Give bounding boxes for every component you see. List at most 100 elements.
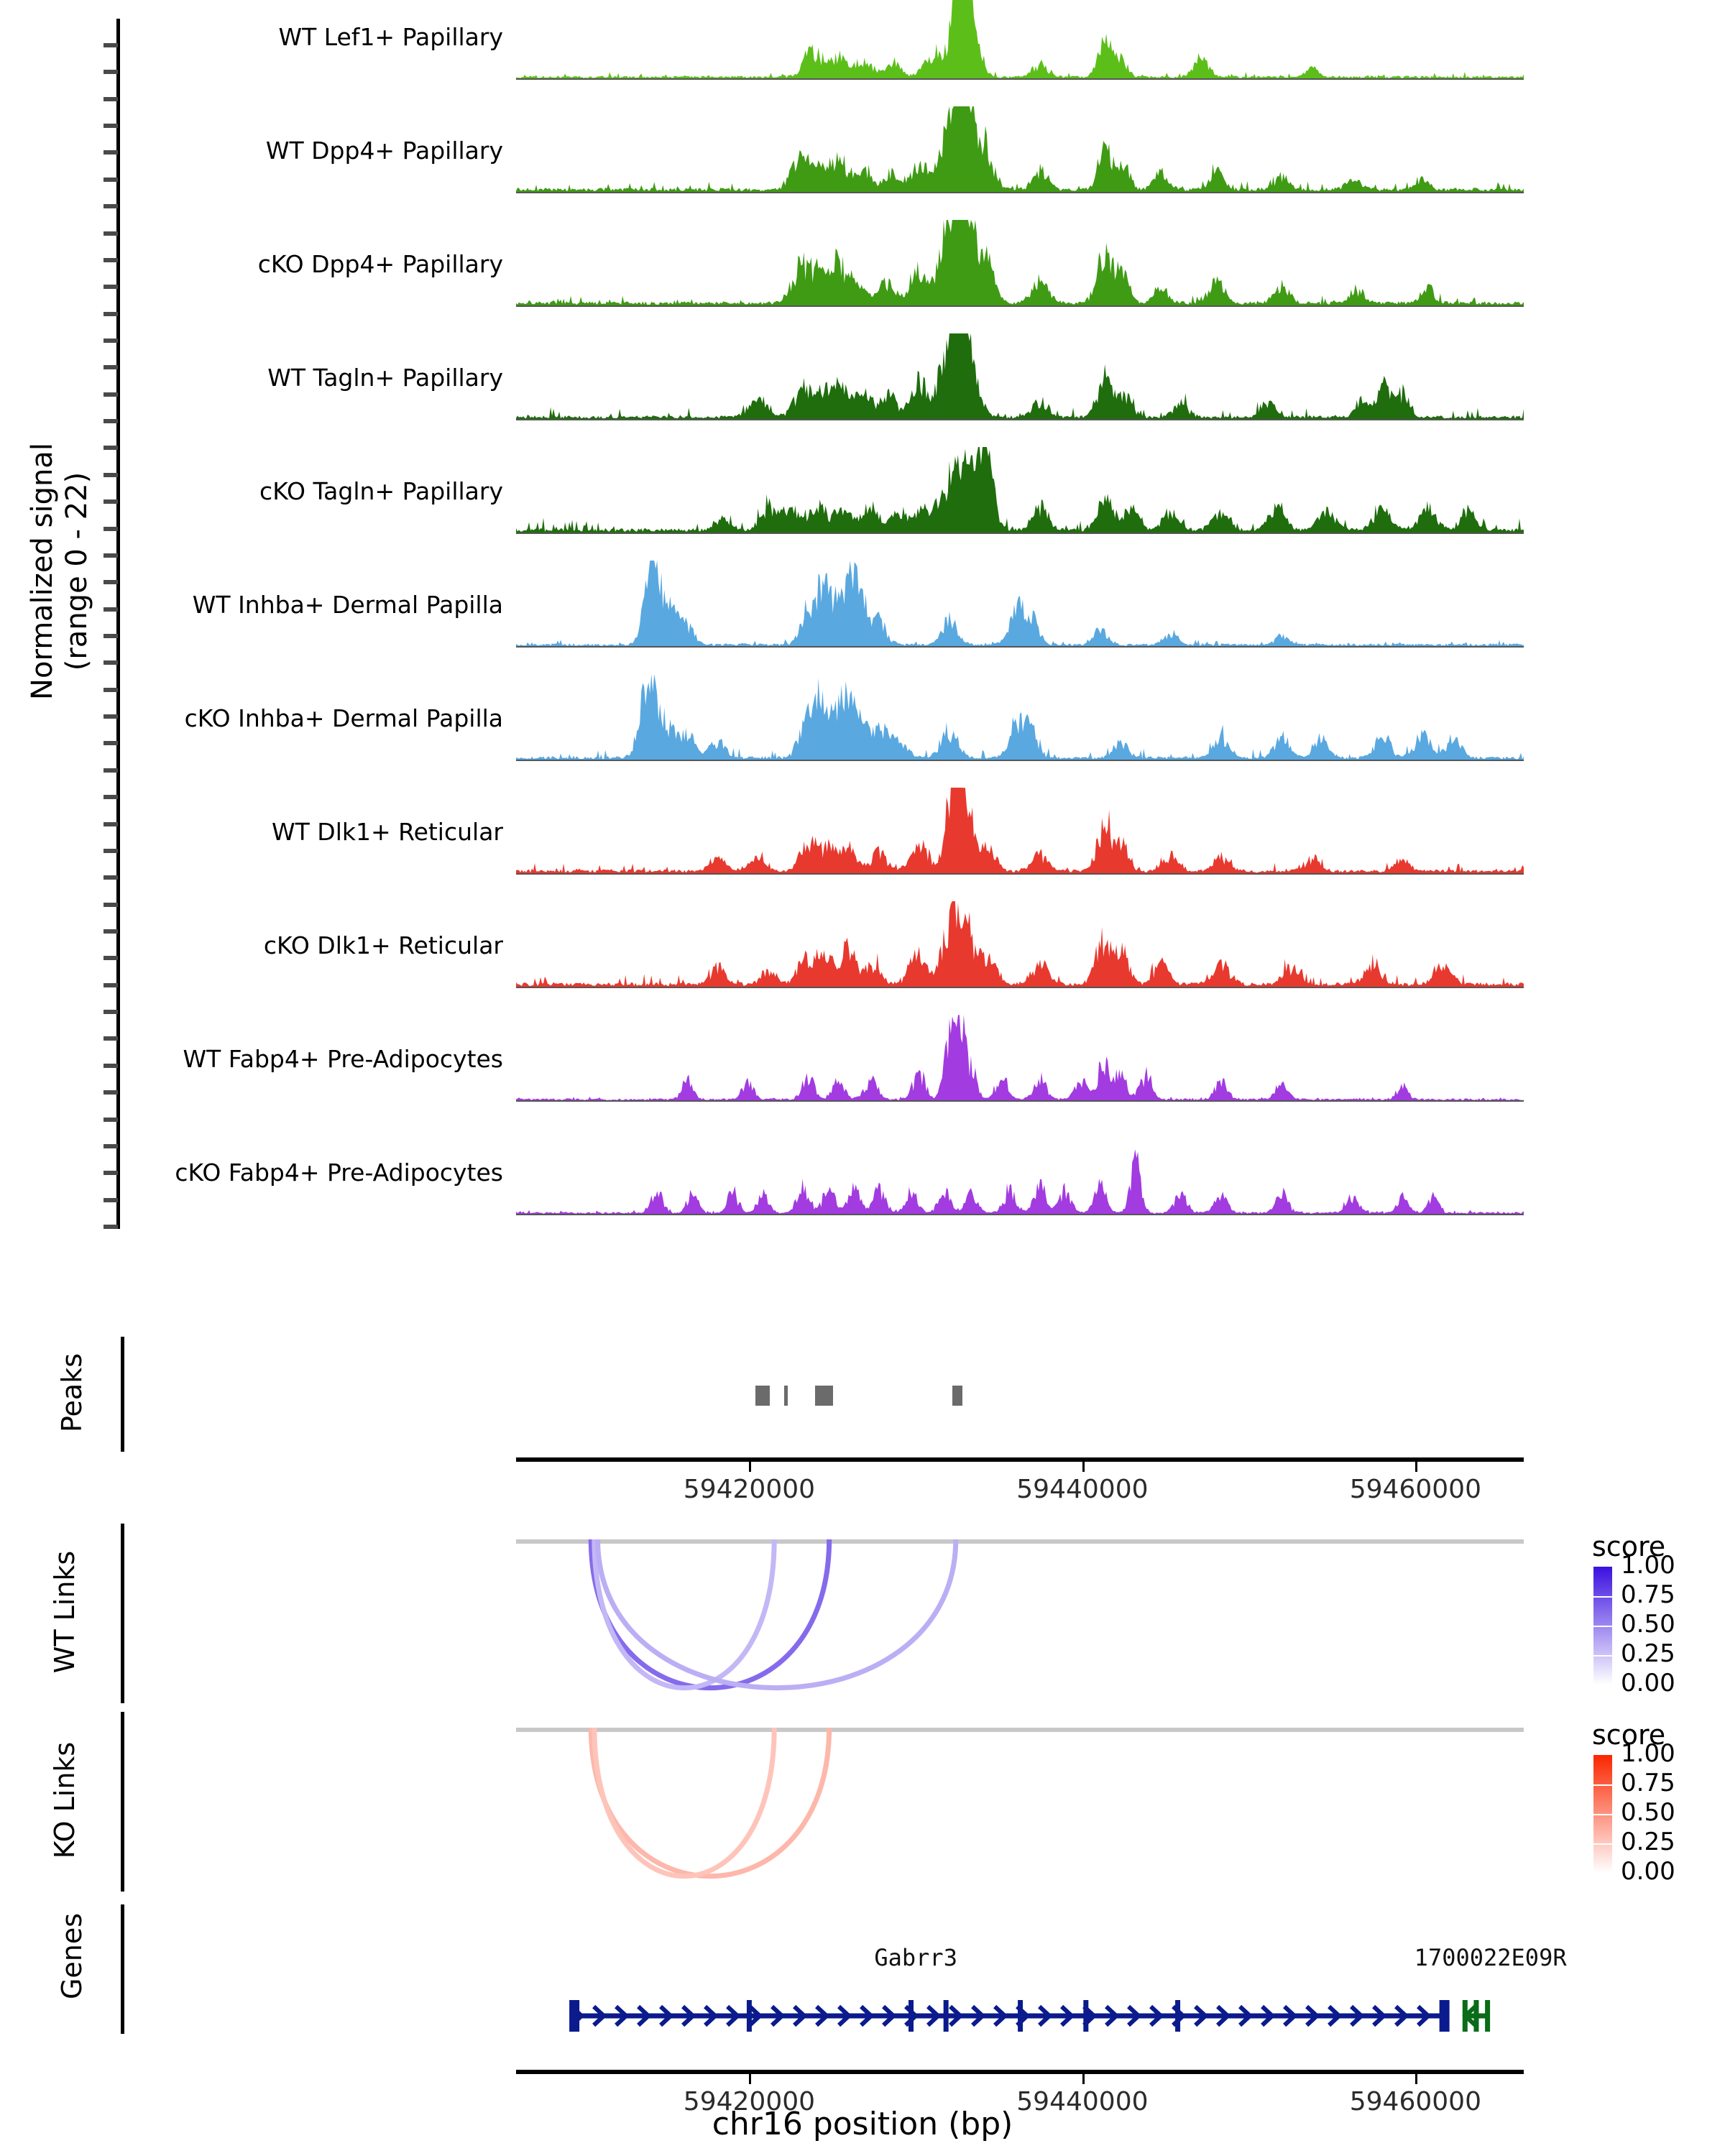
- signal-axis-tick: [104, 1063, 118, 1068]
- signal-axis-tick: [104, 446, 118, 451]
- gene-strand-arrow: [1350, 2004, 1365, 2027]
- signal-track-label-text: WT Dpp4+ Papillary: [265, 137, 503, 165]
- signal-axis-tick: [104, 982, 118, 987]
- peak-marker: [952, 1386, 963, 1406]
- gene-name-label: 1700022E09R: [1414, 1944, 1567, 1971]
- signal-track-plot: [516, 0, 1524, 80]
- gene-strand-arrow: [1038, 2004, 1053, 2027]
- signal-track-row: cKO Fabp4+ Pre-Adipocytes: [0, 1128, 1725, 1225]
- signal-axis-tick: [104, 419, 118, 424]
- signal-axis-tick: [104, 392, 118, 397]
- signal-track-row: cKO Inhba+ Dermal Papilla: [0, 674, 1725, 770]
- signal-track-row: WT Dlk1+ Reticular: [0, 788, 1725, 884]
- ko_links-baseline: [516, 1728, 1524, 1732]
- ko_links-legend-tick: [1593, 1843, 1612, 1845]
- genomic-axis-tick: [749, 1462, 752, 1472]
- wt_links-arcs: [588, 1539, 959, 1691]
- genomic-axis-line: [516, 1457, 1524, 1462]
- signal-axis-tick: [104, 499, 118, 505]
- signal-track-label: cKO Dpp4+ Papillary: [0, 250, 503, 278]
- link-arc: [592, 1727, 777, 1879]
- wt_links-baseline: [516, 1539, 1524, 1544]
- signal-track-label: WT Tagln+ Papillary: [0, 364, 503, 392]
- signal-track-label: cKO Fabp4+ Pre-Adipocytes: [0, 1158, 503, 1187]
- gene-strand-arrow: [1283, 2004, 1298, 2027]
- genes-axis-bar: [121, 1904, 124, 2034]
- signal-track-row: WT Lef1+ Papillary: [0, 0, 1725, 89]
- peaks-axis-bar: [121, 1337, 124, 1452]
- gene-strand-arrow: [815, 2004, 830, 2027]
- wt_links-legend-tick: [1593, 1626, 1612, 1627]
- signal-track-plot: [516, 674, 1524, 761]
- gene-strand-arrow: [882, 2004, 897, 2027]
- ko_links-legend-tick: [1593, 1814, 1612, 1815]
- gene-strand-arrow: [770, 2004, 786, 2027]
- gene-exon: [943, 2000, 949, 2032]
- signal-track-plot: [516, 447, 1524, 534]
- genomic-axis-tick-label: 59420000: [683, 1475, 816, 1504]
- signal-axis-tick: [104, 1171, 118, 1176]
- gene-exon: [746, 2000, 752, 2032]
- signal-track-row: cKO Tagln+ Papillary: [0, 447, 1725, 543]
- gene-exon: [1175, 2000, 1181, 2032]
- gene-exon: [1083, 2000, 1089, 2032]
- gene-strand-arrow: [704, 2004, 719, 2027]
- link-arc: [588, 1727, 832, 1879]
- link-arc: [588, 1539, 832, 1691]
- gene-exon: [1439, 2000, 1450, 2032]
- genomic-axis-line: [516, 2070, 1524, 2074]
- wt_links-legend-tick: [1593, 1655, 1612, 1657]
- signal-track-plot: [516, 106, 1524, 193]
- signal-axis-tick: [104, 231, 118, 236]
- gene-strand-arrow: [837, 2004, 852, 2027]
- signal-track-label: cKO Dlk1+ Reticular: [0, 931, 503, 959]
- signal-axis-tick: [104, 956, 118, 961]
- signal-axis-tick: [104, 365, 118, 370]
- gene-strand-arrow: [1305, 2004, 1320, 2027]
- signal-track-row: cKO Dlk1+ Reticular: [0, 901, 1725, 998]
- signal-axis-tick: [104, 338, 118, 343]
- signal-track-row: WT Tagln+ Papillary: [0, 333, 1725, 430]
- signal-track-plot: [516, 561, 1524, 648]
- signal-axis-tick: [104, 311, 118, 316]
- signal-axis-tick: [104, 768, 118, 773]
- peak-marker: [755, 1386, 770, 1406]
- signal-track-row: WT Inhba+ Dermal Papilla: [0, 561, 1725, 657]
- signal-track-plot: [516, 901, 1524, 988]
- wt_links-axis-bar: [121, 1524, 124, 1703]
- ko_links-axis-bar: [121, 1712, 124, 1892]
- signal-track-plot: [516, 1015, 1524, 1102]
- ko_links-arcs: [588, 1727, 832, 1879]
- genomic-axis-tick-label: 59440000: [1016, 2087, 1149, 2116]
- signal-track-label: WT Inhba+ Dermal Papilla: [0, 591, 503, 619]
- signal-axis-tick: [104, 1010, 118, 1015]
- signal-axis-tick: [104, 1090, 118, 1095]
- gene-strand-arrow: [971, 2004, 986, 2027]
- signal-track-label: WT Fabp4+ Pre-Adipocytes: [0, 1045, 503, 1073]
- signal-track-label-text: cKO Fabp4+ Pre-Adipocytes: [175, 1158, 503, 1187]
- genomic-axis-tick: [1415, 2074, 1418, 2084]
- wt_links-legend-tick-label: 0.75: [1621, 1580, 1675, 1609]
- signal-track-row: WT Dpp4+ Papillary: [0, 106, 1725, 203]
- gene-strand-arrow: [681, 2004, 696, 2027]
- signal-axis-tick: [104, 1225, 118, 1229]
- signal-axis-tick: [104, 526, 118, 531]
- signal-track-label-text: cKO Inhba+ Dermal Papilla: [184, 704, 503, 732]
- gene-exon: [1473, 2000, 1479, 2032]
- gene-strand-arrow: [1105, 2004, 1120, 2027]
- signal-axis-tick: [104, 70, 118, 75]
- gene-strand-arrow: [993, 2004, 1008, 2027]
- signal-track-label: WT Dpp4+ Papillary: [0, 137, 503, 165]
- peak-marker: [784, 1386, 788, 1406]
- gene-strand-arrow: [659, 2004, 674, 2027]
- signal-axis-tick: [104, 177, 118, 182]
- signal-axis-tick: [104, 1197, 118, 1202]
- signal-track-label: WT Lef1+ Papillary: [0, 23, 503, 51]
- gene-strand-arrow: [1149, 2004, 1164, 2027]
- signal-axis-tick: [104, 580, 118, 585]
- gene-strand-arrow: [1394, 2004, 1409, 2027]
- genomic-axis-tick-label: 59420000: [683, 2087, 816, 2116]
- genomic-axis-tick-label: 59460000: [1349, 2087, 1481, 2116]
- signal-axis-tick: [104, 795, 118, 800]
- signal-track-label-text: cKO Dlk1+ Reticular: [263, 931, 503, 959]
